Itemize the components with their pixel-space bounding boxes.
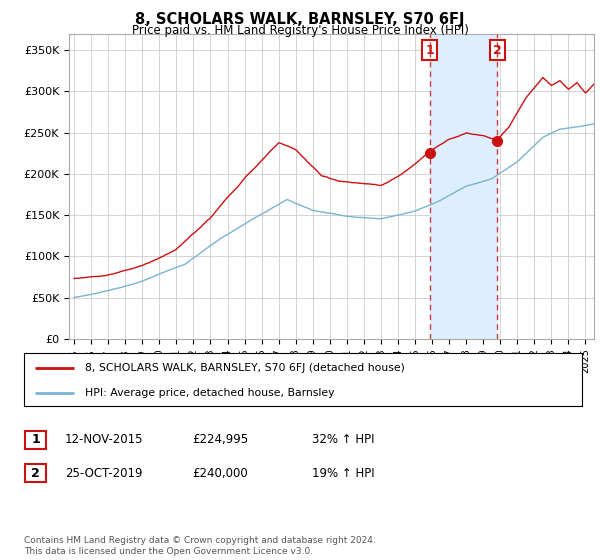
Bar <box>430 34 497 339</box>
Text: 2: 2 <box>493 44 502 57</box>
Text: £224,995: £224,995 <box>192 433 248 446</box>
Text: 19% ↑ HPI: 19% ↑ HPI <box>312 466 374 480</box>
Text: 12-NOV-2015: 12-NOV-2015 <box>65 433 143 446</box>
Text: HPI: Average price, detached house, Barnsley: HPI: Average price, detached house, Barn… <box>85 388 335 398</box>
Text: Contains HM Land Registry data © Crown copyright and database right 2024.
This d: Contains HM Land Registry data © Crown c… <box>24 536 376 556</box>
Text: 32% ↑ HPI: 32% ↑ HPI <box>312 433 374 446</box>
Text: £240,000: £240,000 <box>192 466 248 480</box>
Text: 25-OCT-2019: 25-OCT-2019 <box>65 466 142 480</box>
Text: 1: 1 <box>31 433 40 446</box>
Text: 8, SCHOLARS WALK, BARNSLEY, S70 6FJ: 8, SCHOLARS WALK, BARNSLEY, S70 6FJ <box>135 12 465 27</box>
Text: Price paid vs. HM Land Registry's House Price Index (HPI): Price paid vs. HM Land Registry's House … <box>131 24 469 37</box>
Text: 8, SCHOLARS WALK, BARNSLEY, S70 6FJ (detached house): 8, SCHOLARS WALK, BARNSLEY, S70 6FJ (det… <box>85 363 405 373</box>
Text: 2: 2 <box>31 466 40 480</box>
Text: 1: 1 <box>425 44 434 57</box>
